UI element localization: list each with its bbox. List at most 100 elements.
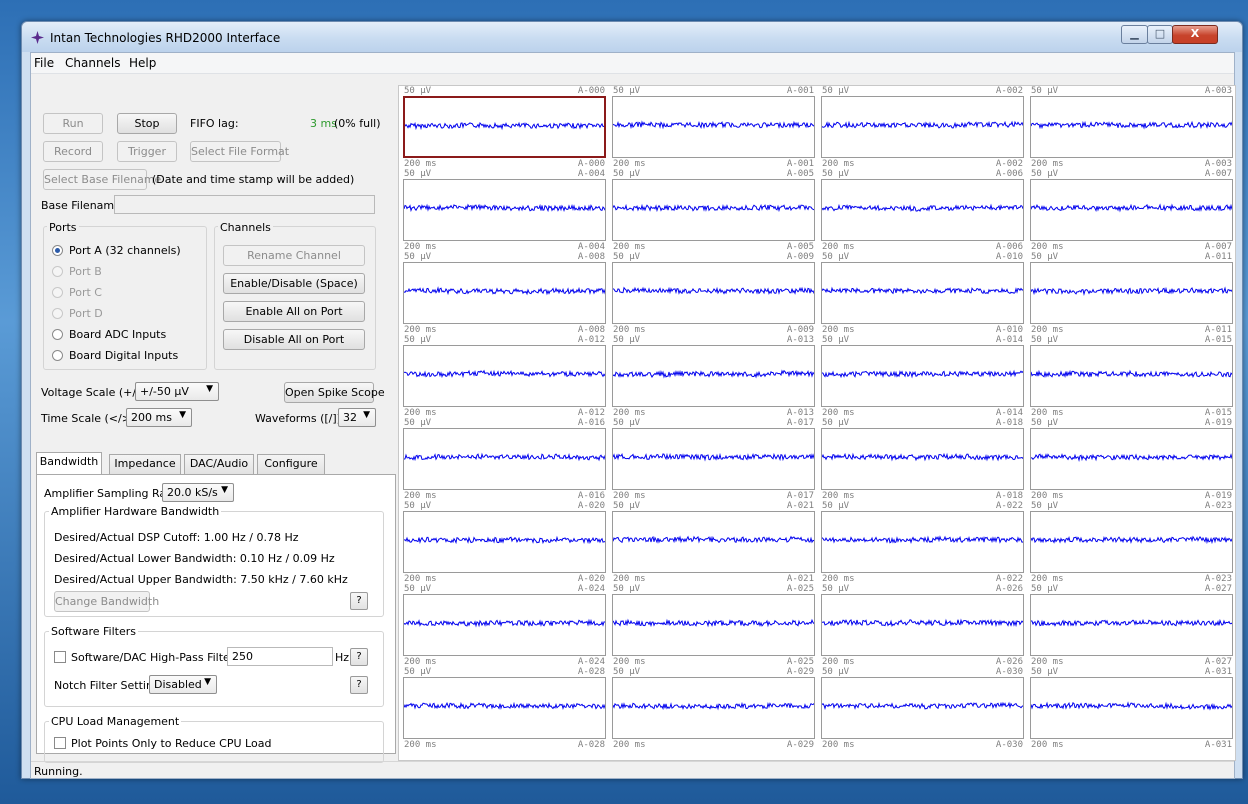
waveform-box[interactable] — [403, 345, 606, 407]
channel-plot[interactable]: 50 µV A-010 200 ms A-010 — [817, 252, 1026, 335]
bandwidth-help-button[interactable]: ? — [350, 592, 368, 610]
waveform-box[interactable] — [612, 511, 815, 573]
change-bandwidth-button[interactable]: Change Bandwidth — [54, 591, 159, 612]
waveform-box[interactable] — [1030, 594, 1233, 656]
waveform-box[interactable] — [612, 262, 815, 324]
channel-plot[interactable]: 50 µV A-001 200 ms A-001 — [608, 86, 817, 169]
enable-all-button[interactable]: Enable All on Port — [223, 301, 365, 322]
maximize-button[interactable]: □ — [1147, 25, 1173, 44]
channel-plot[interactable]: 50 µV A-020 200 ms A-020 — [399, 501, 608, 584]
tab-bandwidth[interactable]: Bandwidth — [36, 452, 102, 474]
sampling-rate-select[interactable]: 20.0 kS/s ▼ — [162, 483, 234, 502]
menu-channels[interactable]: Channels — [65, 56, 121, 70]
waveform-box[interactable] — [821, 677, 1024, 739]
waveform-box[interactable] — [612, 96, 815, 158]
waveform-box[interactable] — [403, 428, 606, 490]
waveform-box[interactable] — [1030, 179, 1233, 241]
time-scale-select[interactable]: 200 ms ▼ — [126, 408, 192, 427]
channel-plot[interactable]: 50 µV A-013 200 ms A-013 — [608, 335, 817, 418]
channel-plot[interactable]: 50 µV A-011 200 ms A-011 — [1026, 252, 1235, 335]
trigger-button[interactable]: Trigger — [117, 141, 177, 162]
base-filename-field[interactable] — [114, 195, 375, 214]
tab-impedance[interactable]: Impedance — [109, 454, 181, 474]
channel-plot[interactable]: 50 µV A-024 200 ms A-024 — [399, 584, 608, 667]
filter-help-button[interactable]: ? — [350, 648, 368, 666]
menu-help[interactable]: Help — [129, 56, 157, 70]
stop-button[interactable]: Stop — [117, 113, 177, 134]
radio-port-b[interactable] — [52, 266, 63, 277]
channel-plot[interactable]: 50 µV A-022 200 ms A-022 — [817, 501, 1026, 584]
waveform-box[interactable] — [1030, 677, 1233, 739]
rename-channel-button[interactable]: Rename Channel — [223, 245, 365, 266]
record-button[interactable]: Record — [43, 141, 103, 162]
channel-plot[interactable]: 50 µV A-021 200 ms A-021 — [608, 501, 817, 584]
radio-port-c[interactable] — [52, 287, 63, 298]
waveform-box[interactable] — [821, 96, 1024, 158]
waveform-box[interactable] — [612, 345, 815, 407]
close-button[interactable]: X — [1172, 25, 1218, 44]
channel-plot[interactable]: 50 µV A-003 200 ms A-003 — [1026, 86, 1235, 169]
waveform-box[interactable] — [403, 262, 606, 324]
channel-plot[interactable]: 50 µV A-025 200 ms A-025 — [608, 584, 817, 667]
channel-plot[interactable]: 50 µV A-016 200 ms A-016 — [399, 418, 608, 501]
channel-plot[interactable]: 50 µV A-027 200 ms A-027 — [1026, 584, 1235, 667]
tab-dac-audio[interactable]: DAC/Audio — [184, 454, 254, 474]
channel-plot[interactable]: 50 µV A-031 200 ms A-031 — [1026, 667, 1235, 750]
channel-plot[interactable]: 50 µV A-009 200 ms A-009 — [608, 252, 817, 335]
channel-plot[interactable]: 50 µV A-014 200 ms A-014 — [817, 335, 1026, 418]
channel-plot[interactable]: 50 µV A-008 200 ms A-008 — [399, 252, 608, 335]
channel-plot[interactable]: 50 µV A-005 200 ms A-005 — [608, 169, 817, 252]
radio-board-digital[interactable] — [52, 350, 63, 361]
tab-configure[interactable]: Configure — [257, 454, 325, 474]
notch-select[interactable]: Disabled ▼ — [149, 675, 217, 694]
channel-plot[interactable]: 50 µV A-028 200 ms A-028 — [399, 667, 608, 750]
waveform-box[interactable] — [403, 179, 606, 241]
high-pass-field[interactable]: 250 — [227, 647, 333, 666]
waveform-box[interactable] — [821, 428, 1024, 490]
waveform-box[interactable] — [403, 677, 606, 739]
waveform-box[interactable] — [403, 594, 606, 656]
high-pass-checkbox[interactable] — [54, 651, 66, 663]
waveforms-select[interactable]: 32 ▼ — [338, 408, 376, 427]
waveform-box[interactable] — [1030, 428, 1233, 490]
channel-plot[interactable]: 50 µV A-030 200 ms A-030 — [817, 667, 1026, 750]
waveform-box[interactable] — [821, 179, 1024, 241]
enable-disable-button[interactable]: Enable/Disable (Space) — [223, 273, 365, 294]
channel-plot[interactable]: 50 µV A-004 200 ms A-004 — [399, 169, 608, 252]
waveform-box[interactable] — [821, 511, 1024, 573]
select-file-format-button[interactable]: Select File Format — [190, 141, 289, 162]
title-bar[interactable]: Intan Technologies RHD2000 Interface ▁ □… — [22, 22, 1242, 52]
waveform-plot-area[interactable]: 50 µV A-000 200 ms A-000 50 µV A-001 200 ms A-0… — [398, 85, 1236, 761]
channel-plot[interactable]: 50 µV A-000 200 ms A-000 — [399, 86, 608, 169]
waveform-box[interactable] — [612, 677, 815, 739]
waveform-box[interactable] — [1030, 345, 1233, 407]
channel-plot[interactable]: 50 µV A-007 200 ms A-007 — [1026, 169, 1235, 252]
voltage-scale-select[interactable]: +/-50 µV ▼ — [135, 382, 219, 401]
open-spike-scope-button[interactable]: Open Spike Scope — [284, 382, 385, 403]
channel-plot[interactable]: 50 µV A-002 200 ms A-002 — [817, 86, 1026, 169]
radio-port-a[interactable] — [52, 245, 63, 256]
radio-port-d[interactable] — [52, 308, 63, 319]
waveform-box[interactable] — [1030, 511, 1233, 573]
waveform-box[interactable] — [821, 345, 1024, 407]
minimize-button[interactable]: ▁ — [1121, 25, 1148, 44]
waveform-box[interactable] — [612, 179, 815, 241]
plot-points-checkbox[interactable] — [54, 737, 66, 749]
channel-plot[interactable]: 50 µV A-019 200 ms A-019 — [1026, 418, 1235, 501]
waveform-box[interactable] — [821, 594, 1024, 656]
menu-file[interactable]: File — [34, 56, 55, 70]
waveform-box[interactable] — [403, 511, 606, 573]
notch-help-button[interactable]: ? — [350, 676, 368, 694]
waveform-box[interactable] — [821, 262, 1024, 324]
waveform-box[interactable] — [612, 428, 815, 490]
channel-plot[interactable]: 50 µV A-006 200 ms A-006 — [817, 169, 1026, 252]
channel-plot[interactable]: 50 µV A-029 200 ms A-029 — [608, 667, 817, 750]
waveform-box[interactable] — [1030, 262, 1233, 324]
channel-plot[interactable]: 50 µV A-018 200 ms A-018 — [817, 418, 1026, 501]
channel-plot[interactable]: 50 µV A-017 200 ms A-017 — [608, 418, 817, 501]
channel-plot[interactable]: 50 µV A-026 200 ms A-026 — [817, 584, 1026, 667]
select-base-filename-button[interactable]: Select Base Filename — [43, 169, 161, 190]
channel-plot[interactable]: 50 µV A-015 200 ms A-015 — [1026, 335, 1235, 418]
waveform-box[interactable] — [1030, 96, 1233, 158]
radio-board-adc[interactable] — [52, 329, 63, 340]
